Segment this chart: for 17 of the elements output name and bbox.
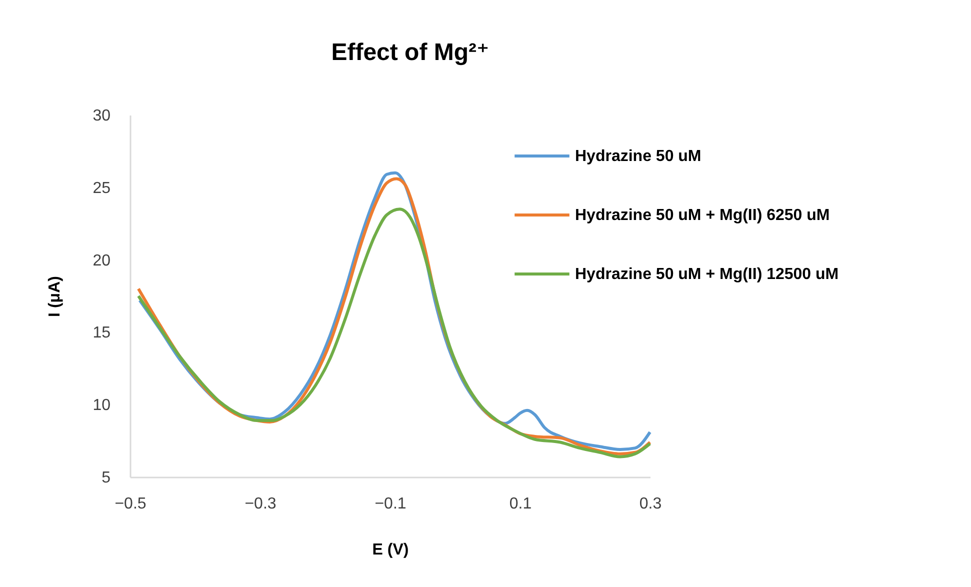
legend-label: Hydrazine 50 uM xyxy=(575,148,702,165)
y-tick-label: 25 xyxy=(92,180,111,197)
y-tick-label: 5 xyxy=(102,470,111,486)
x-axis-title: E (V) xyxy=(372,542,409,558)
x-tick-label: 0.3 xyxy=(639,496,662,512)
y-tick-label: 15 xyxy=(92,324,111,342)
y-tick-label: 20 xyxy=(92,252,111,270)
x-tick-label: −0.1 xyxy=(374,496,406,512)
chart-title: Effect of Mg²⁺ xyxy=(331,39,490,66)
legend-label: Hydrazine 50 uM + Mg(II) 12500 uM xyxy=(575,266,839,283)
y-tick-label: 10 xyxy=(92,397,111,414)
x-tick-label: −0.3 xyxy=(244,496,276,512)
x-tick-label: 0.1 xyxy=(509,496,532,512)
y-axis-title: I (μA) xyxy=(46,276,64,317)
legend-label: Hydrazine 50 uM + Mg(II) 6250 uM xyxy=(575,207,830,224)
x-tick-label: −0.5 xyxy=(114,496,146,512)
y-tick-label: 30 xyxy=(92,108,111,124)
